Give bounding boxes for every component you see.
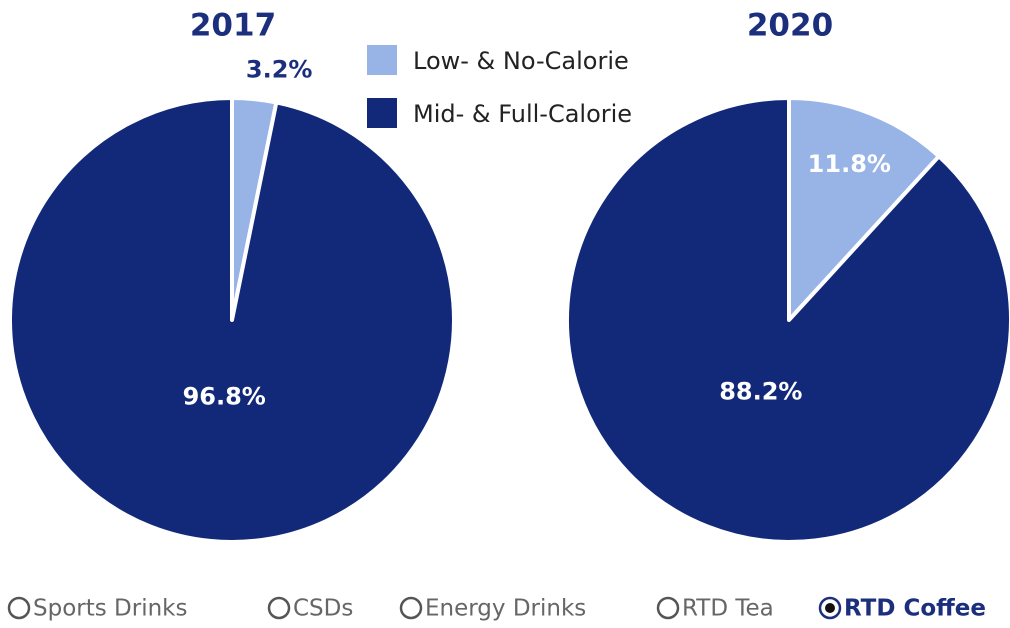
pie-slice <box>787 96 941 322</box>
data-label: 11.8% <box>808 150 891 178</box>
radio-dot <box>825 603 835 613</box>
chart-title: 2017 <box>190 8 276 44</box>
legend-label: Mid- & Full-Calorie <box>413 100 632 128</box>
data-label: 3.2% <box>246 55 313 83</box>
radio-button[interactable] <box>267 596 291 620</box>
radio-label[interactable]: Sports Drinks <box>33 596 187 622</box>
radio-button[interactable] <box>399 596 423 620</box>
pie-slice <box>8 96 456 544</box>
legend-label: Low- & No-Calorie <box>413 47 629 75</box>
radio-label[interactable]: RTD Tea <box>682 596 774 622</box>
data-label: 88.2% <box>719 377 802 405</box>
radio-label[interactable]: RTD Coffee <box>844 596 986 622</box>
radio-button[interactable] <box>656 596 680 620</box>
chart-title: 2020 <box>747 8 833 44</box>
radio-label[interactable]: Energy Drinks <box>425 596 586 622</box>
legend-swatch <box>367 45 397 75</box>
pie-slice <box>565 96 1010 544</box>
radio-button[interactable] <box>7 596 31 620</box>
legend-swatch <box>367 98 397 128</box>
data-label: 96.8% <box>183 382 266 410</box>
radio-label[interactable]: CSDs <box>293 596 353 622</box>
